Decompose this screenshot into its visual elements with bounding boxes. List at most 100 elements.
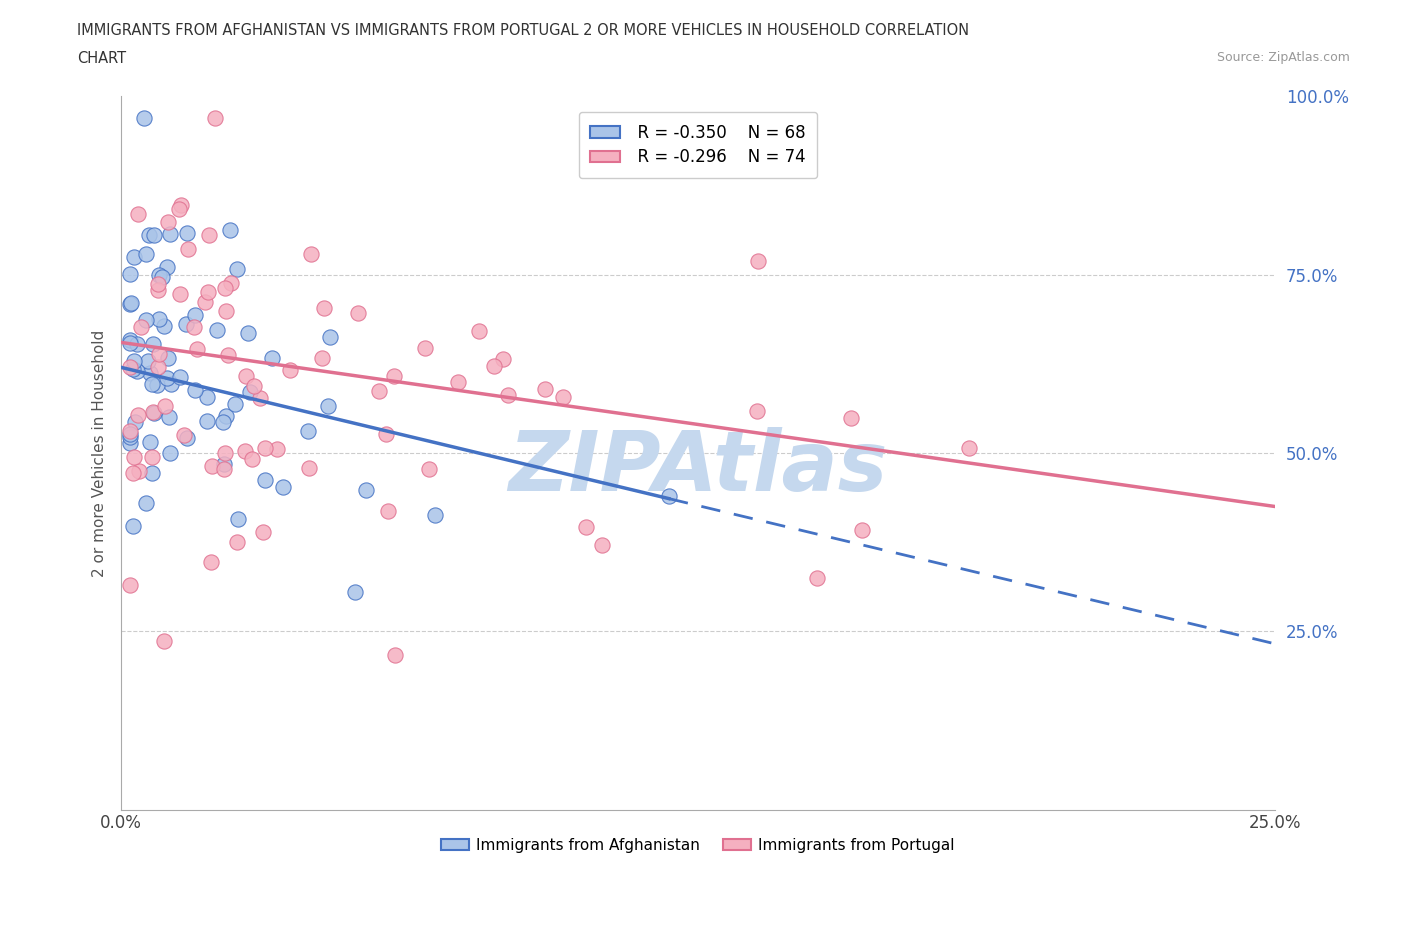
Point bbox=[418, 461, 440, 476]
Point bbox=[186, 341, 208, 356]
Point bbox=[496, 387, 519, 402]
Point bbox=[747, 254, 769, 269]
Point bbox=[135, 496, 157, 511]
Point bbox=[242, 452, 264, 467]
Point bbox=[347, 306, 370, 321]
Point bbox=[423, 508, 446, 523]
Text: Source: ZipAtlas.com: Source: ZipAtlas.com bbox=[1216, 51, 1350, 64]
Point bbox=[159, 226, 181, 241]
Text: IMMIGRANTS FROM AFGHANISTAN VS IMMIGRANTS FROM PORTUGAL 2 OR MORE VEHICLES IN HO: IMMIGRANTS FROM AFGHANISTAN VS IMMIGRANT… bbox=[77, 23, 970, 38]
Point bbox=[367, 383, 389, 398]
Point bbox=[157, 351, 180, 365]
Point bbox=[157, 409, 180, 424]
Point bbox=[120, 297, 142, 312]
Point bbox=[214, 408, 236, 423]
Point bbox=[343, 585, 366, 600]
Point bbox=[249, 391, 271, 405]
Point bbox=[124, 415, 146, 430]
Point bbox=[142, 337, 165, 352]
Point bbox=[167, 201, 190, 216]
Point bbox=[169, 197, 191, 212]
Point bbox=[138, 227, 160, 242]
Point bbox=[851, 522, 873, 537]
Point bbox=[319, 329, 342, 344]
Point bbox=[195, 390, 218, 405]
Point bbox=[156, 215, 179, 230]
Point bbox=[120, 333, 142, 348]
Point bbox=[122, 465, 145, 480]
Point bbox=[239, 385, 262, 400]
Point bbox=[177, 242, 200, 257]
Point bbox=[176, 225, 198, 240]
Point bbox=[169, 369, 191, 384]
Point bbox=[142, 405, 165, 419]
Point bbox=[146, 378, 169, 392]
Point bbox=[136, 353, 159, 368]
Point bbox=[197, 286, 219, 300]
Point bbox=[120, 296, 142, 311]
Point bbox=[384, 648, 406, 663]
Point bbox=[143, 405, 166, 420]
Point bbox=[173, 428, 195, 443]
Point bbox=[354, 483, 377, 498]
Point bbox=[254, 441, 277, 456]
Point bbox=[201, 458, 224, 473]
Point bbox=[148, 268, 170, 283]
Point bbox=[143, 228, 166, 243]
Text: CHART: CHART bbox=[77, 51, 127, 66]
Point bbox=[260, 351, 283, 365]
Point bbox=[160, 377, 183, 392]
Point bbox=[377, 503, 399, 518]
Point bbox=[217, 348, 239, 363]
Point bbox=[839, 411, 862, 426]
Point bbox=[551, 389, 574, 404]
Point bbox=[122, 519, 145, 534]
Point bbox=[183, 319, 205, 334]
Point bbox=[122, 449, 145, 464]
Point bbox=[156, 259, 179, 274]
Point bbox=[148, 347, 170, 362]
Point bbox=[482, 358, 505, 373]
Point bbox=[311, 351, 333, 365]
Point bbox=[141, 449, 163, 464]
Point bbox=[127, 408, 149, 423]
Point bbox=[312, 300, 335, 315]
Point bbox=[211, 414, 233, 429]
Point bbox=[122, 353, 145, 368]
Point bbox=[127, 336, 149, 351]
Point bbox=[174, 316, 197, 331]
Point bbox=[152, 319, 174, 334]
Y-axis label: 2 or more Vehicles in Household: 2 or more Vehicles in Household bbox=[93, 329, 107, 577]
Point bbox=[233, 444, 256, 458]
Point bbox=[120, 423, 142, 438]
Point bbox=[139, 434, 162, 449]
Point bbox=[235, 369, 257, 384]
Point bbox=[198, 228, 221, 243]
Point bbox=[200, 554, 222, 569]
Point bbox=[212, 457, 235, 472]
Legend: Immigrants from Afghanistan, Immigrants from Portugal: Immigrants from Afghanistan, Immigrants … bbox=[434, 831, 960, 859]
Point bbox=[148, 359, 170, 374]
Point bbox=[204, 111, 226, 126]
Point bbox=[156, 370, 179, 385]
Point bbox=[146, 277, 169, 292]
Point bbox=[238, 326, 260, 340]
Point bbox=[135, 312, 157, 327]
Point bbox=[141, 377, 163, 392]
Point bbox=[132, 111, 155, 126]
Point bbox=[468, 323, 491, 338]
Point bbox=[153, 398, 176, 413]
Point bbox=[121, 362, 143, 377]
Text: ZIPAtlas: ZIPAtlas bbox=[509, 427, 887, 508]
Point bbox=[491, 352, 513, 366]
Point bbox=[298, 461, 321, 476]
Point bbox=[957, 440, 980, 455]
Point bbox=[148, 312, 170, 326]
Point bbox=[184, 307, 207, 322]
Point bbox=[225, 261, 247, 276]
Point bbox=[159, 445, 181, 460]
Point bbox=[135, 246, 157, 261]
Point bbox=[297, 423, 319, 438]
Point bbox=[224, 397, 246, 412]
Point bbox=[152, 634, 174, 649]
